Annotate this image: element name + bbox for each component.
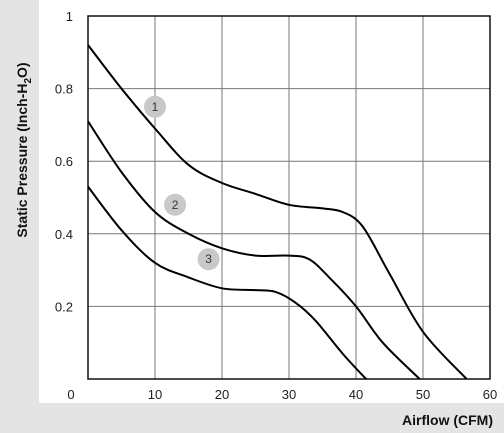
y-tick-label: 0.2	[55, 299, 73, 314]
curve-2	[87, 120, 421, 380]
curve-1	[87, 44, 468, 380]
x-axis-band	[39, 403, 504, 433]
curve-marker-label: 3	[205, 252, 212, 266]
curve-marker-2	[164, 193, 187, 216]
x-tick-label: 20	[215, 387, 229, 402]
curve-marker-label: 2	[172, 198, 179, 212]
curve-markers: 1 2 3	[144, 95, 220, 271]
curve-marker-1	[144, 95, 166, 118]
y-axis-title: Static Pressure (Inch-H2O)	[14, 62, 34, 237]
y-tick-label: 0.6	[55, 154, 73, 169]
x-tick-label: 50	[416, 387, 430, 402]
y-axis-title-main: Static Pressure (Inch-H	[14, 84, 30, 238]
curves	[87, 44, 468, 380]
y-axis-band	[0, 0, 39, 433]
plot-border	[87, 15, 491, 380]
x-tick-label: 0	[67, 387, 74, 402]
x-axis-title: Airflow (CFM)	[402, 412, 493, 428]
tick-labels: 0 10 20 30 40 50 60 0.2 0.4 0.6 0.8 1	[55, 9, 497, 402]
x-tick-label: 60	[483, 387, 497, 402]
y-axis-title-end: O)	[14, 62, 30, 78]
y-tick-label: 0.8	[55, 82, 73, 97]
y-tick-label: 1	[66, 9, 73, 24]
x-tick-label: 10	[148, 387, 162, 402]
curve-marker-label: 1	[152, 100, 159, 114]
curve-marker-3	[197, 248, 220, 271]
grid	[87, 15, 491, 380]
x-tick-label: 30	[282, 387, 296, 402]
curve-3	[87, 185, 367, 380]
y-tick-label: 0.4	[55, 227, 73, 242]
x-tick-label: 40	[349, 387, 363, 402]
y-axis-title-subscript: 2	[23, 78, 34, 84]
